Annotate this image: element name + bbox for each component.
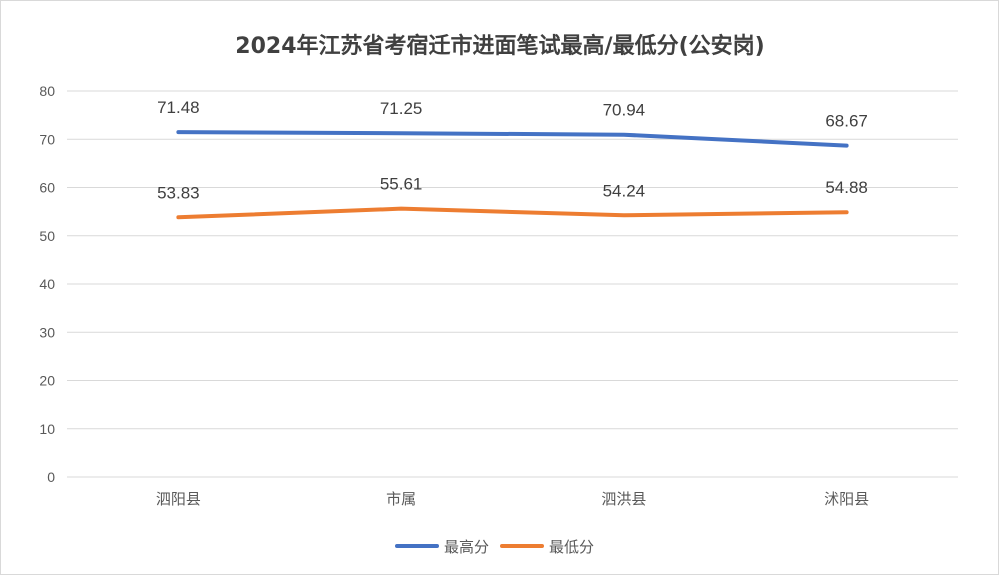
y-tick-label: 10 bbox=[39, 421, 55, 437]
data-label: 55.61 bbox=[380, 175, 423, 194]
y-axis-ticks: 0 10 20 30 40 50 60 70 80 bbox=[39, 83, 55, 485]
y-tick-label: 40 bbox=[39, 276, 55, 292]
x-category-label: 市属 bbox=[386, 490, 416, 508]
data-label: 71.25 bbox=[380, 99, 423, 118]
y-tick-label: 80 bbox=[39, 83, 55, 99]
series-lines bbox=[176, 130, 849, 220]
data-labels: 71.48 71.25 70.94 68.67 53.83 55.61 54.24 54.88 bbox=[157, 98, 868, 202]
series-line-min bbox=[176, 206, 849, 220]
data-label: 53.83 bbox=[157, 183, 200, 202]
data-label: 71.48 bbox=[157, 98, 200, 117]
series-line-max bbox=[176, 130, 849, 148]
y-tick-label: 30 bbox=[39, 324, 55, 340]
y-tick-label: 20 bbox=[39, 373, 55, 389]
legend-label[interactable]: 最低分 bbox=[549, 538, 594, 556]
x-axis-ticks: 泗阳县 市属 泗洪县 沭阳县 bbox=[156, 490, 869, 508]
x-category-label: 泗阳县 bbox=[156, 490, 201, 508]
y-tick-label: 0 bbox=[47, 469, 55, 485]
y-tick-label: 70 bbox=[39, 131, 55, 147]
y-tick-label: 60 bbox=[39, 180, 55, 196]
gridlines bbox=[67, 90, 958, 478]
data-label: 54.24 bbox=[603, 181, 646, 200]
y-tick-label: 50 bbox=[39, 228, 55, 244]
data-label: 70.94 bbox=[603, 101, 646, 120]
x-category-label: 沭阳县 bbox=[824, 490, 869, 508]
x-category-label: 泗洪县 bbox=[601, 490, 646, 508]
chart-title: 2024年江苏省考宿迁市进面笔试最高/最低分(公安岗) bbox=[235, 33, 764, 59]
legend-label[interactable]: 最高分 bbox=[444, 538, 489, 556]
legend[interactable]: 最高分 最低分 bbox=[395, 538, 594, 556]
data-label: 68.67 bbox=[825, 112, 868, 131]
data-label: 54.88 bbox=[825, 178, 868, 197]
